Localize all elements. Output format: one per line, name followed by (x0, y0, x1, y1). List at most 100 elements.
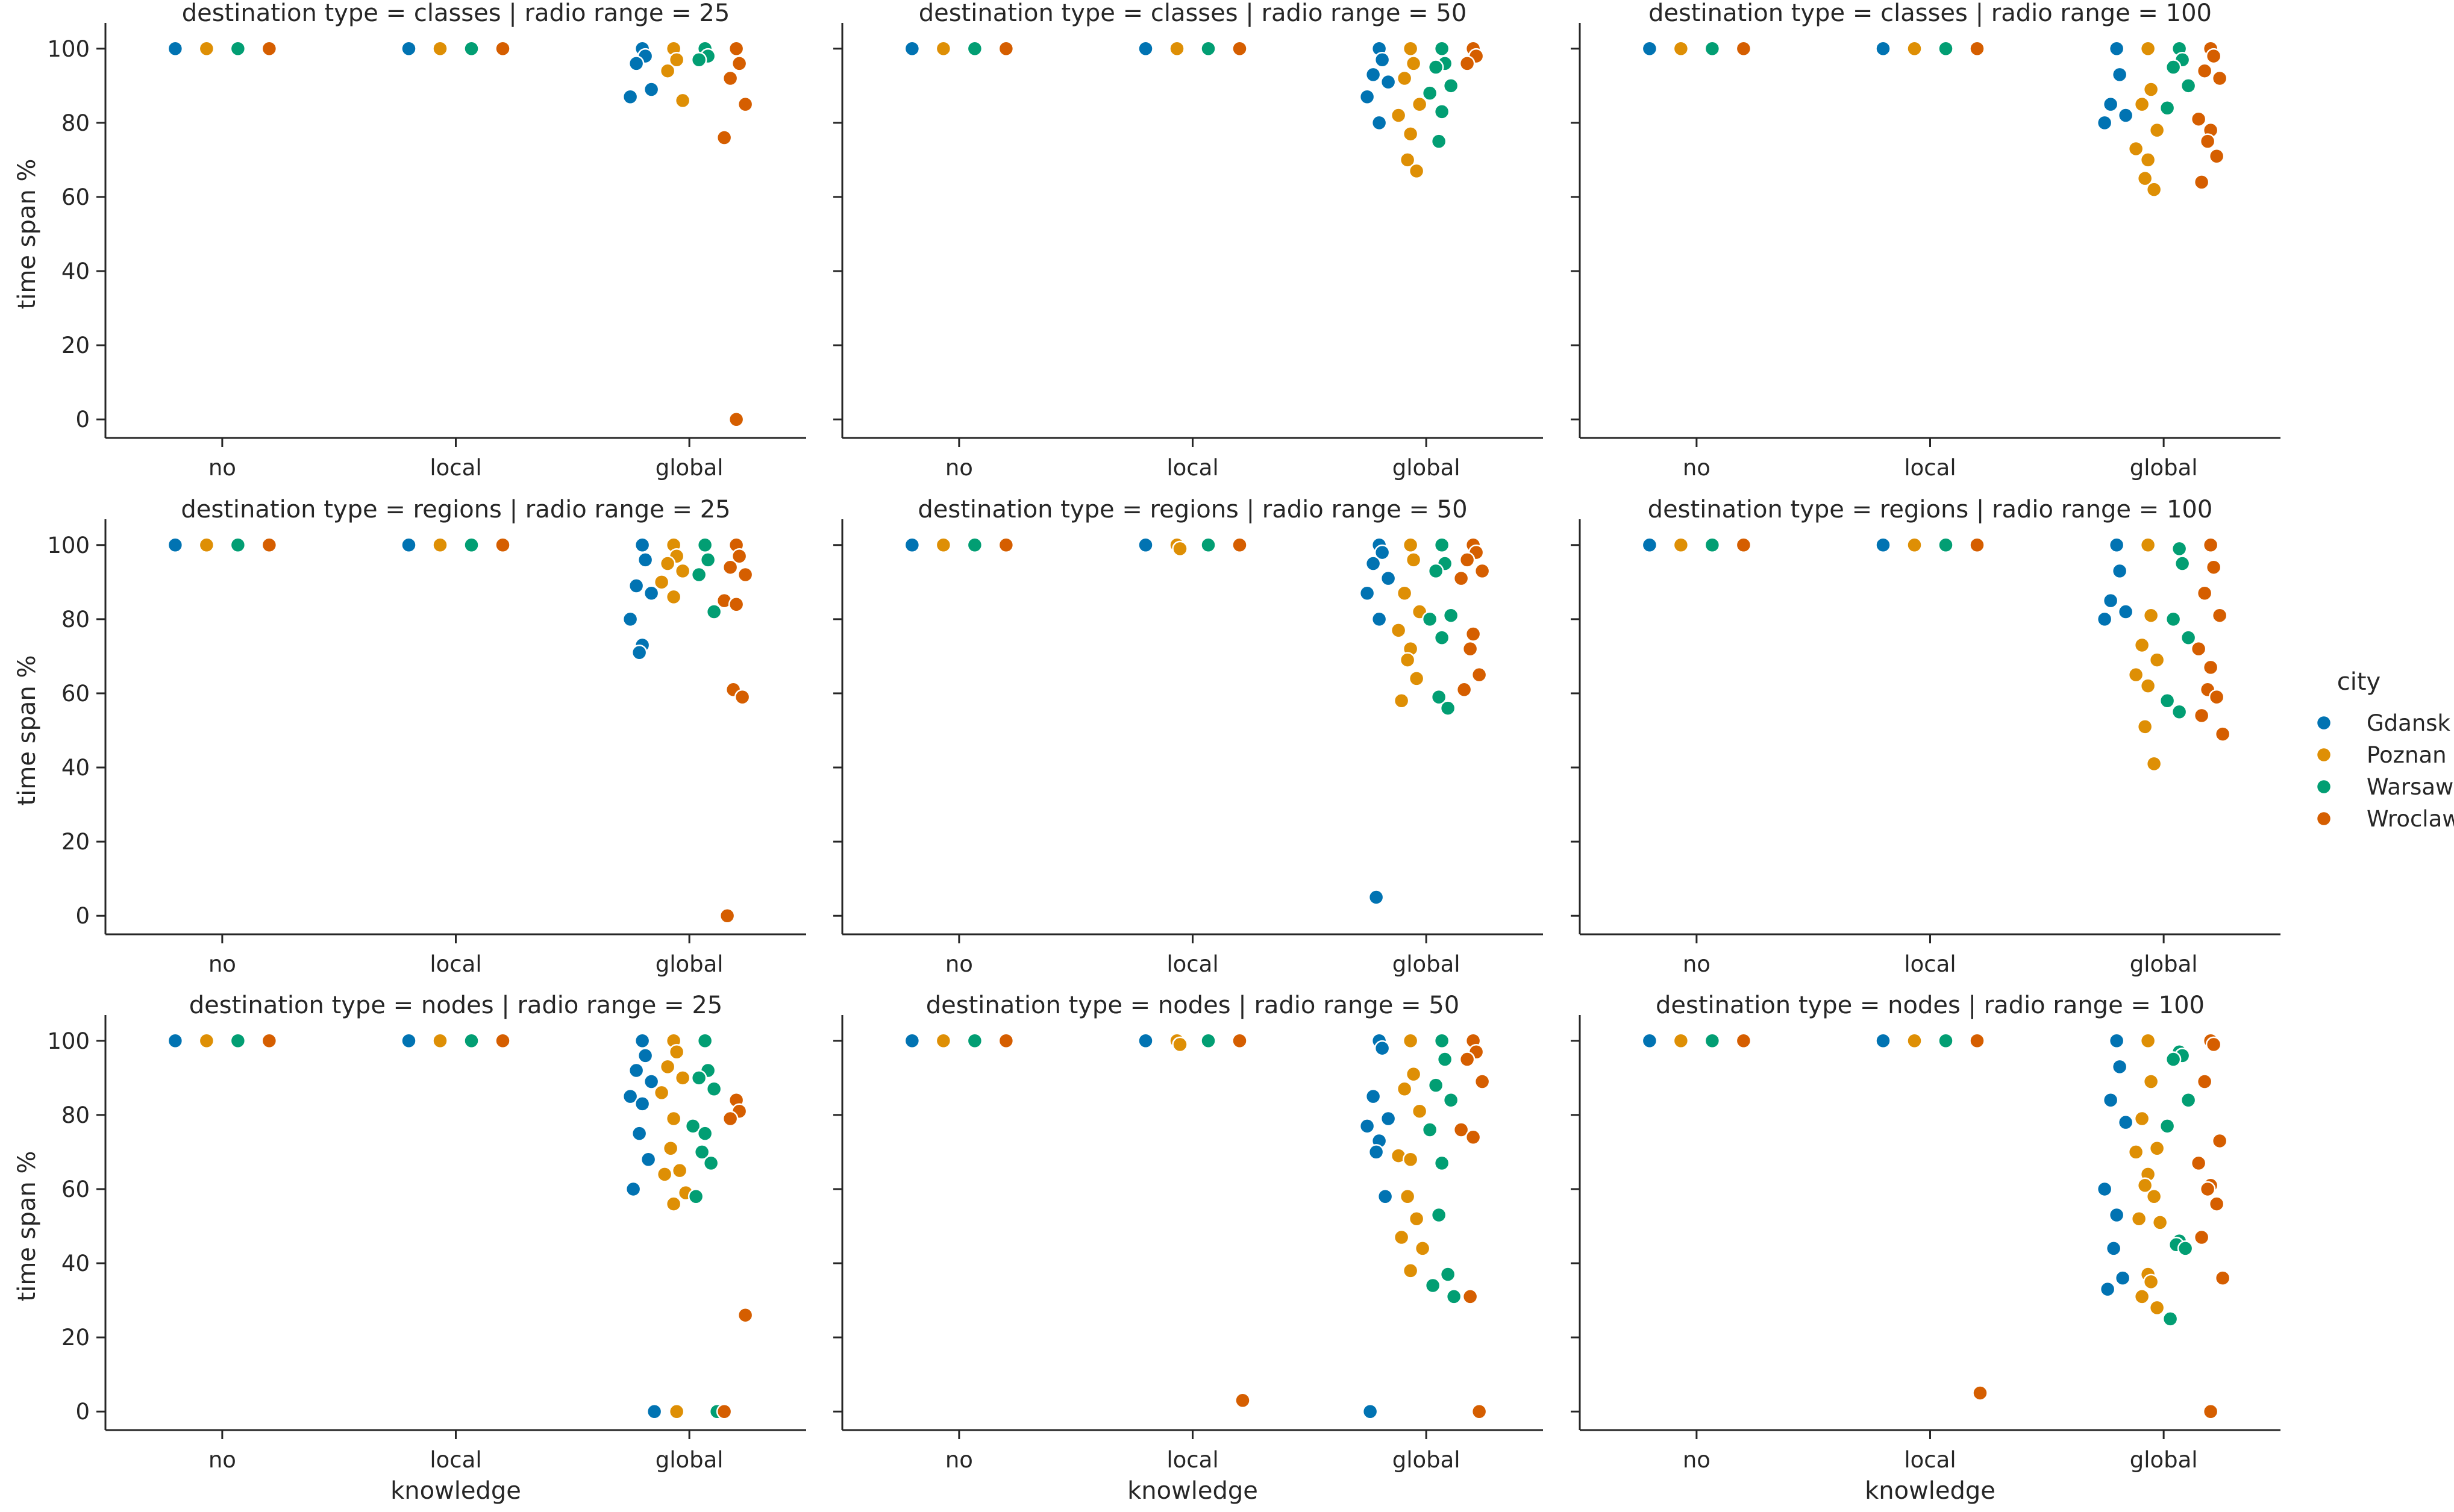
data-point (2208, 1196, 2225, 1212)
data-point (637, 1048, 654, 1064)
data-point (2196, 1073, 2213, 1090)
data-point (690, 1070, 707, 1086)
data-point (2130, 1210, 2147, 1227)
data-point (1138, 1032, 1154, 1049)
x-tick-label: global (656, 455, 724, 481)
data-point (2102, 1092, 2119, 1108)
legend-label-poznan: Poznan (2367, 742, 2447, 768)
data-point (2139, 152, 2156, 168)
data-point (2174, 555, 2191, 572)
panel-title: destination type = regions | radio range… (181, 496, 730, 523)
data-point (935, 537, 952, 554)
data-point (668, 51, 685, 68)
data-point (1365, 66, 1382, 83)
data-point (2199, 1181, 2216, 1198)
data-point (2202, 659, 2219, 676)
facet-panel: destination type = classes | radio range… (833, 0, 1543, 481)
data-point (1427, 1077, 1444, 1093)
data-point (2171, 704, 2188, 720)
x-tick-label: global (2130, 951, 2198, 977)
data-point (2143, 81, 2159, 98)
data-point (737, 566, 754, 583)
data-point (2139, 1032, 2156, 1049)
data-point (1969, 40, 1985, 57)
data-point (167, 1032, 184, 1049)
data-point (1641, 1032, 1658, 1049)
data-point (2149, 1140, 2165, 1157)
data-point (463, 40, 480, 57)
data-point (401, 1032, 417, 1049)
legend-entry-poznan: Poznan (2315, 742, 2447, 768)
data-point (2199, 133, 2216, 149)
data-point (2136, 170, 2153, 187)
data-point (1875, 1032, 1891, 1049)
data-point (1414, 1240, 1431, 1257)
data-point (1399, 152, 1416, 168)
data-point (716, 1403, 733, 1420)
data-point (1402, 1263, 1419, 1279)
x-tick-label: local (1166, 1447, 1218, 1473)
panel-title: destination type = nodes | radio range =… (1656, 992, 2205, 1019)
data-point (1433, 537, 1450, 554)
data-point (622, 611, 639, 628)
y-tick-label: 100 (47, 36, 90, 62)
data-point (1374, 544, 1391, 561)
data-point (1402, 1151, 1419, 1167)
data-point (2149, 122, 2165, 139)
data-point (2127, 140, 2144, 157)
data-point (2099, 1281, 2116, 1298)
data-point (2196, 63, 2213, 79)
data-point (1462, 640, 1479, 657)
facet-panel: destination type = regions | radio range… (833, 496, 1543, 977)
data-point (634, 1096, 651, 1112)
y-tick-label: 40 (61, 258, 90, 284)
data-point (1232, 1032, 1248, 1049)
data-point (1200, 1032, 1216, 1049)
x-axis-label: knowledge (390, 1477, 521, 1505)
data-point (495, 40, 511, 57)
x-axis-label: knowledge (1127, 1477, 1258, 1505)
data-point (1380, 1110, 1397, 1127)
data-point (706, 1081, 722, 1098)
x-tick-label: local (1166, 455, 1218, 481)
y-tick-label: 80 (61, 110, 90, 136)
data-point (2133, 1289, 2150, 1305)
data-point (2208, 689, 2225, 705)
data-point (2127, 1144, 2144, 1160)
facet-panels: destination type = classes | radio range… (13, 0, 2280, 1505)
data-point (622, 89, 639, 105)
facet-panel: destination type = nodes | radio range =… (13, 992, 806, 1505)
data-point (1390, 107, 1407, 123)
data-point (722, 559, 739, 575)
x-tick-label: no (945, 455, 973, 481)
data-point (671, 1162, 688, 1179)
data-point (1371, 114, 1388, 131)
data-point (1359, 1118, 1376, 1134)
data-point (2102, 592, 2119, 609)
data-point (1430, 689, 1447, 705)
facet-panel: destination type = regions | radio range… (13, 496, 806, 977)
data-point (1402, 537, 1419, 554)
data-point (1427, 563, 1444, 579)
data-point (1399, 1189, 1416, 1205)
legend: city Gdansk Poznan Warsaw Wroclaw (2315, 668, 2454, 832)
data-point (1465, 626, 1482, 642)
data-point (674, 1070, 691, 1086)
data-point (1673, 537, 1689, 554)
y-tick-label: 0 (75, 903, 90, 929)
data-point (198, 40, 215, 57)
data-point (2096, 1181, 2113, 1198)
panel-title: destination type = classes | radio range… (1648, 0, 2212, 27)
data-point (2143, 1273, 2159, 1290)
y-tick-label: 60 (61, 1176, 90, 1202)
data-point (2208, 148, 2225, 164)
data-point (935, 1032, 952, 1049)
data-point (1393, 693, 1410, 709)
data-point (2102, 96, 2119, 113)
data-point (1365, 1088, 1382, 1105)
panel-title: destination type = nodes | radio range =… (926, 992, 1460, 1019)
data-point (1673, 1032, 1689, 1049)
data-point (2205, 48, 2222, 64)
data-point (1200, 40, 1216, 57)
data-point (2133, 96, 2150, 113)
